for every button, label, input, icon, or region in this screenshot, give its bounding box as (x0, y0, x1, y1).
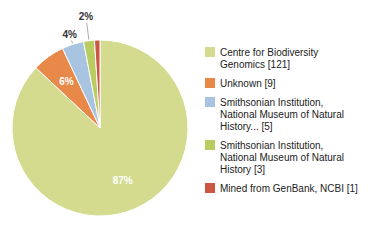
legend-label-line: Smithsonian Institution, (220, 140, 323, 151)
legend-label: Unknown [9] (220, 78, 276, 89)
legend-label: Centre for BiodiversityGenomics [121] (220, 47, 318, 70)
legend-label: Smithsonian Institution,National Museum … (220, 97, 344, 132)
legend-label-line: Smithsonian Institution, (220, 97, 323, 108)
legend-swatch (205, 97, 215, 107)
legend-label: Smithsonian Institution,National Museum … (220, 140, 344, 175)
data-label: 2% (79, 11, 94, 22)
legend-swatch (205, 183, 215, 193)
legend-label: Mined from GenBank, NCBI [1] (220, 183, 358, 194)
pie (12, 40, 188, 216)
slice (12, 40, 188, 216)
slice (84, 40, 100, 128)
legend-label-line: History... [5] (220, 121, 273, 132)
slice (94, 40, 100, 128)
data-labels: 87% 6% 4%2% (59, 11, 133, 186)
legend-label-line: Genomics [121] (220, 59, 290, 70)
legend: Centre for BiodiversityGenomics [121] Unk… (205, 47, 358, 194)
leader-line (87, 23, 89, 40)
chart: 87% 6% 4%2% Centre for BiodiversityGenomics… (0, 0, 380, 240)
legend-label-line: National Museum of Natural (220, 152, 344, 163)
data-label: 6% (59, 76, 74, 87)
legend-label-line: History [3] (220, 164, 265, 175)
legend-swatch (205, 78, 215, 88)
legend-label-line: Mined from GenBank, NCBI [1] (220, 183, 358, 194)
legend-swatch (205, 140, 215, 150)
legend-label-line: Centre for Biodiversity (220, 47, 318, 58)
data-label: 4% (62, 29, 77, 40)
leader-line (71, 41, 73, 44)
legend-label-line: National Museum of Natural (220, 109, 344, 120)
legend-label-line: Unknown [9] (220, 78, 276, 89)
legend-swatch (205, 47, 215, 57)
data-label: 87% (113, 175, 133, 186)
